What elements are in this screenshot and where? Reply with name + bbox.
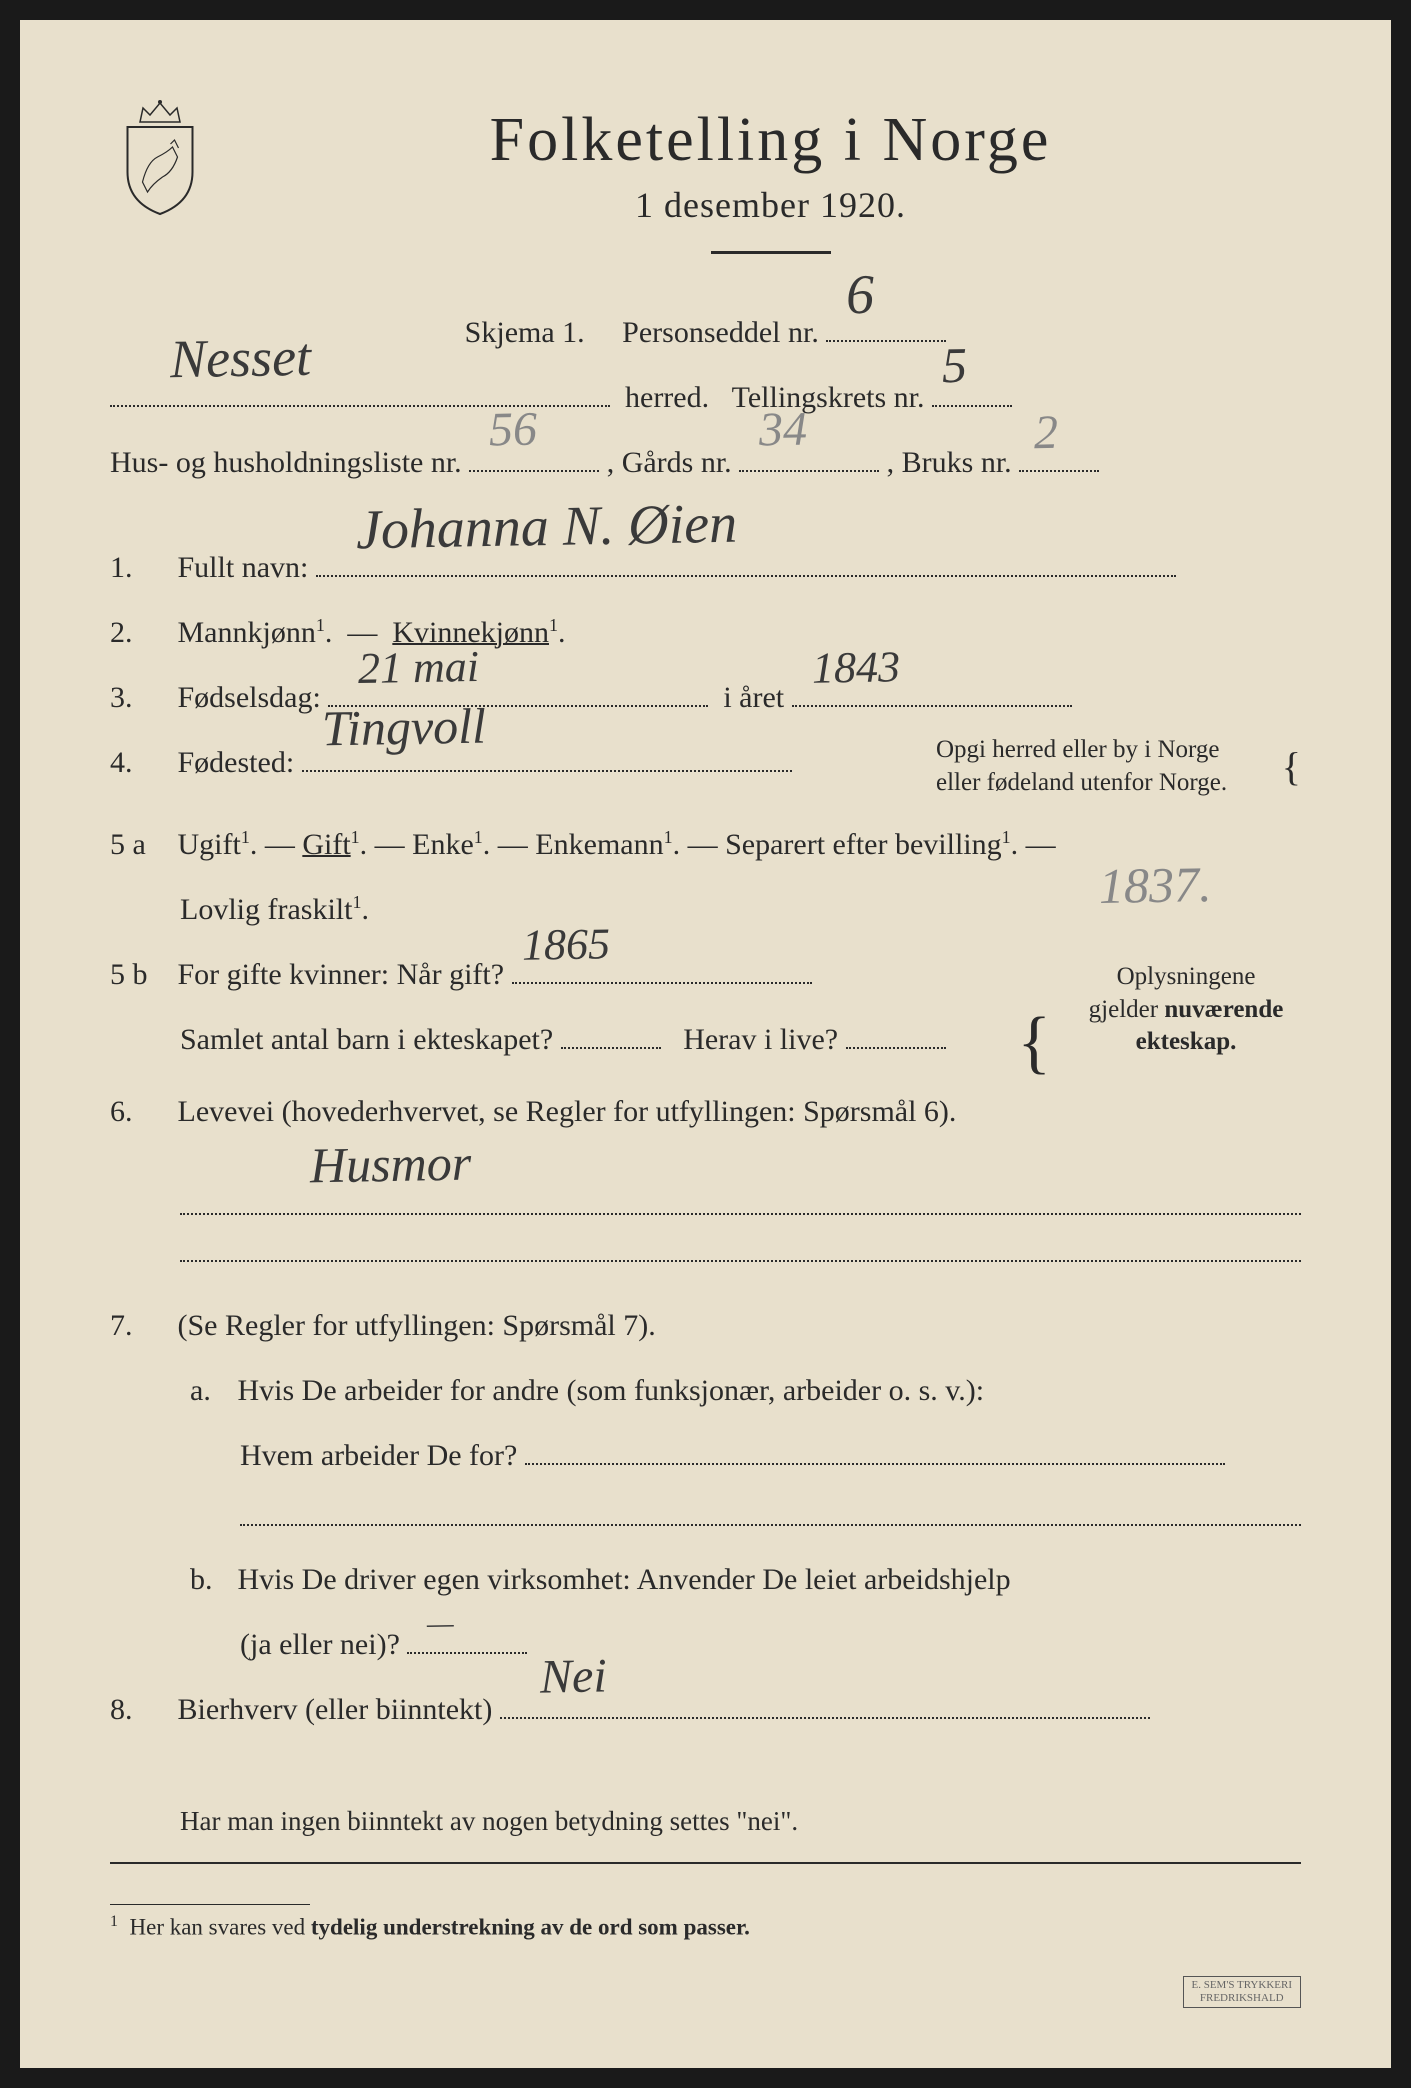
bottom-note: Har man ingen biinntekt av nogen betydni… (110, 1796, 1301, 1847)
hus-value: 56 (488, 383, 538, 475)
q7a-num: a. (180, 1362, 230, 1419)
q2-num: 2. (110, 604, 170, 661)
main-title: Folketelling i Norge (240, 105, 1301, 176)
coat-of-arms-icon (110, 100, 210, 230)
q6-underline2 (180, 1260, 1301, 1262)
census-date: 1 desember 1920. (240, 184, 1301, 226)
q5a-line2: Lovlig fraskilt1. 1837. (110, 881, 1301, 938)
q1-value: Johanna N. Øien (355, 470, 738, 583)
q7a-label1: Hvis De arbeider for andre (som funksjon… (238, 1374, 985, 1407)
q7-line: 7. (Se Regler for utfyllingen: Spørsmål … (110, 1297, 1301, 1354)
q4-line: 4. Fødested: Tingvoll { Opgi herred elle… (110, 734, 1301, 791)
q7b-label1: Hvis De driver egen virksomhet: Anvender… (238, 1563, 1011, 1596)
q5b-live-field (846, 1019, 946, 1049)
q8-label: Bierhverv (eller biinntekt) (178, 1693, 493, 1726)
q7b-tick: — (427, 1595, 455, 1652)
title-block: Folketelling i Norge 1 desember 1920. (240, 100, 1301, 284)
q5b-gift-value: 1865 (521, 903, 610, 988)
tellingskrets-field: 5 (932, 377, 1012, 407)
skjema-label: Skjema 1. (465, 316, 585, 349)
q3-num: 3. (110, 669, 170, 726)
q4-value: Tingvoll (321, 679, 487, 777)
q7b-field: — (407, 1624, 527, 1654)
census-form-page: Folketelling i Norge 1 desember 1920. Sk… (20, 20, 1391, 2068)
q5b-label3: Herav i live? (683, 1023, 838, 1056)
q7a-field (525, 1435, 1225, 1465)
q6-num: 6. (110, 1083, 170, 1140)
q3-year-field: 1843 (792, 677, 1072, 707)
q1-num: 1. (110, 539, 170, 596)
q2-mann: Mannkjønn (178, 616, 316, 649)
q1-field: Johanna N. Øien (316, 547, 1176, 577)
personseddel-label: Personseddel nr. (622, 316, 819, 349)
q7a-line1: a. Hvis De arbeider for andre (som funks… (110, 1362, 1301, 1419)
herred-value: Nesset (169, 306, 312, 411)
q7b-label2: (ja eller nei)? (240, 1628, 400, 1661)
q7b-line2: (ja eller nei)? — (110, 1616, 1301, 1673)
q7-label: (Se Regler for utfyllingen: Spørsmål 7). (178, 1309, 656, 1342)
q3-year-value: 1843 (811, 626, 900, 711)
q1-label: Fullt navn: (178, 551, 309, 584)
printer-mark: E. SEM'S TRYKKERI FREDRIKSHALD (1183, 1976, 1302, 2008)
herred-label: herred. (625, 381, 709, 414)
q5b-line2: Samlet antal barn i ekteskapet? Herav i … (110, 1011, 1301, 1068)
bottom-rule (110, 1862, 1301, 1864)
q4-note: Opgi herred eller by i Norge eller fødel… (936, 734, 1306, 799)
q6-field-wrap: Husmor (180, 1148, 1301, 1198)
hus-label: Hus- og husholdningsliste nr. (110, 446, 462, 479)
q7a-label2: Hvem arbeider De for? (240, 1439, 517, 1472)
tellingskrets-value: 5 (941, 318, 968, 413)
q7a-underline (240, 1524, 1301, 1526)
q7b-num: b. (180, 1551, 230, 1608)
personseddel-field: 6 (826, 312, 946, 342)
q6-underline1 (180, 1213, 1301, 1215)
footnote-rule (110, 1904, 310, 1905)
q3-mid: i året (723, 681, 784, 714)
q5b-line1: 5 b For gifte kvinner: Når gift? 1865 { … (110, 946, 1301, 1003)
hus-field: 56 (469, 442, 599, 472)
q8-field: Nei (500, 1689, 1150, 1719)
q4-label: Fødested: (178, 746, 295, 779)
q8-num: 8. (110, 1681, 170, 1738)
q5b-label1: For gifte kvinner: Når gift? (178, 958, 505, 991)
q3-label: Fødselsdag: (178, 681, 321, 714)
q7-num: 7. (110, 1297, 170, 1354)
bruks-field: 2 (1019, 442, 1099, 472)
gards-field: 34 (739, 442, 879, 472)
q4-field: Tingvoll (302, 742, 792, 772)
q7b-line1: b. Hvis De driver egen virksomhet: Anven… (110, 1551, 1301, 1608)
q6-line: 6. Levevei (hovederhvervet, se Regler fo… (110, 1083, 1301, 1140)
q5b-gift-field: 1865 (512, 954, 812, 984)
bruks-label: , Bruks nr. (887, 446, 1012, 479)
gards-value: 34 (758, 383, 808, 475)
q6-label: Levevei (hovederhvervet, se Regler for u… (178, 1095, 957, 1128)
q5a-pencil-note: 1837. (1098, 837, 1212, 934)
title-divider (711, 251, 831, 254)
q2-line: 2. Mannkjønn1. — Kvinnekjønn1. (110, 604, 1301, 661)
form-header: Folketelling i Norge 1 desember 1920. (110, 100, 1301, 284)
q8-line: 8. Bierhverv (eller biinntekt) Nei (110, 1681, 1301, 1738)
q5b-num: 5 b (110, 946, 170, 1003)
q5a-num: 5 a (110, 816, 170, 873)
footnote: 1 Her kan svares ved tydelig understrekn… (110, 1913, 1301, 1941)
q5b-label2: Samlet antal barn i ekteskapet? (180, 1023, 553, 1056)
herred-line: Nesset herred. Tellingskrets nr. 5 (110, 369, 1301, 426)
q6-value: Husmor (310, 1134, 472, 1195)
q1-line: 1. Fullt navn: Johanna N. Øien (110, 539, 1301, 596)
q7a-line2: Hvem arbeider De for? (110, 1427, 1301, 1484)
q4-num: 4. (110, 734, 170, 791)
q5b-barn-field (561, 1019, 661, 1049)
q8-value: Nei (539, 1630, 607, 1722)
q3-line: 3. Fødselsdag: 21 mai i året 1843 (110, 669, 1301, 726)
bruks-value: 2 (1033, 387, 1059, 479)
personseddel-value: 6 (845, 241, 875, 348)
